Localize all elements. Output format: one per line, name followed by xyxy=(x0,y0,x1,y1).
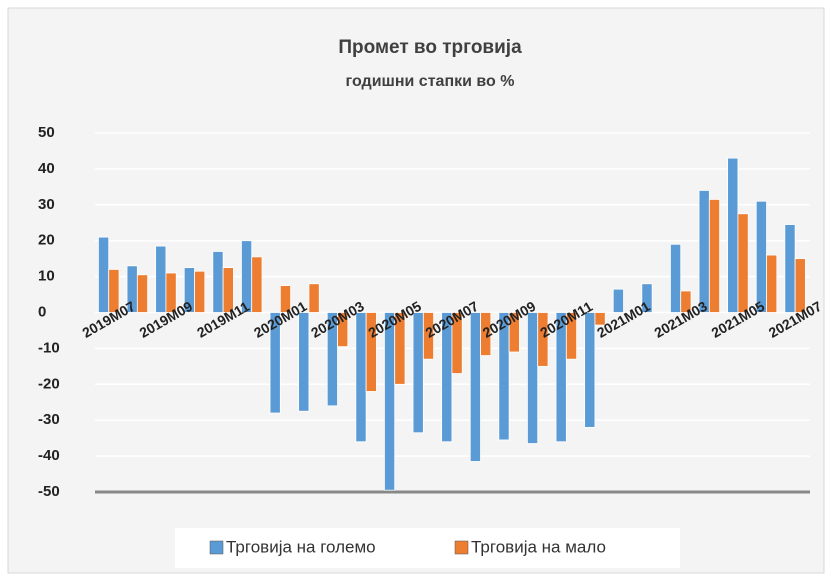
y-tick-label: 20 xyxy=(38,232,55,249)
bar xyxy=(537,312,549,367)
bar xyxy=(355,312,367,443)
bar xyxy=(565,312,578,360)
y-tick-label: 50 xyxy=(38,124,55,141)
y-tick-label: -20 xyxy=(38,375,60,392)
bar xyxy=(641,283,653,313)
bar xyxy=(784,224,796,313)
bar xyxy=(136,274,149,313)
chart-title: Промет во трговија xyxy=(338,37,522,58)
y-tick-label: 10 xyxy=(38,268,55,285)
bar xyxy=(194,270,206,313)
bar xyxy=(365,312,377,392)
bar xyxy=(337,312,349,348)
bar xyxy=(298,312,310,412)
bar xyxy=(794,258,806,313)
legend-swatch xyxy=(209,540,224,555)
bar xyxy=(269,312,281,414)
bar xyxy=(737,213,749,313)
bar xyxy=(727,157,739,313)
legend-swatch xyxy=(454,540,469,555)
bar xyxy=(412,312,424,434)
y-tick-label: -50 xyxy=(38,483,60,500)
bar xyxy=(98,236,110,313)
chart-subtitle: годишни стапки во % xyxy=(346,73,515,90)
bar xyxy=(670,243,682,313)
y-tick-label: -10 xyxy=(38,339,60,356)
bar xyxy=(422,312,435,360)
bar xyxy=(698,190,710,313)
bar xyxy=(384,312,396,491)
bar xyxy=(555,312,567,443)
bar xyxy=(326,312,338,407)
bar xyxy=(251,256,263,313)
bar xyxy=(508,312,520,353)
bar xyxy=(584,312,596,428)
bar xyxy=(394,312,406,385)
bar xyxy=(766,254,778,313)
bar xyxy=(755,200,767,313)
bar xyxy=(155,245,167,313)
legend xyxy=(175,528,680,568)
bar xyxy=(441,312,453,443)
bar xyxy=(612,288,624,313)
y-tick-label: -40 xyxy=(38,447,60,464)
bar xyxy=(212,251,224,313)
bar xyxy=(527,312,539,444)
bar xyxy=(279,285,292,313)
bar xyxy=(222,267,234,313)
legend-label: Трговија на големо xyxy=(226,537,376,556)
bar xyxy=(594,312,606,326)
bar xyxy=(108,269,120,313)
bar xyxy=(480,312,492,356)
bar xyxy=(680,290,692,313)
bar xyxy=(498,312,510,441)
legend-label: Трговија на мало xyxy=(471,537,606,556)
bar xyxy=(165,272,177,313)
y-tick-label: -30 xyxy=(38,411,60,428)
y-tick-label: 30 xyxy=(38,196,55,213)
bar xyxy=(451,312,463,374)
y-tick-label: 40 xyxy=(38,160,55,177)
bar xyxy=(708,199,721,313)
bar xyxy=(469,312,481,462)
bar xyxy=(308,283,320,313)
y-tick-label: 0 xyxy=(38,303,46,320)
